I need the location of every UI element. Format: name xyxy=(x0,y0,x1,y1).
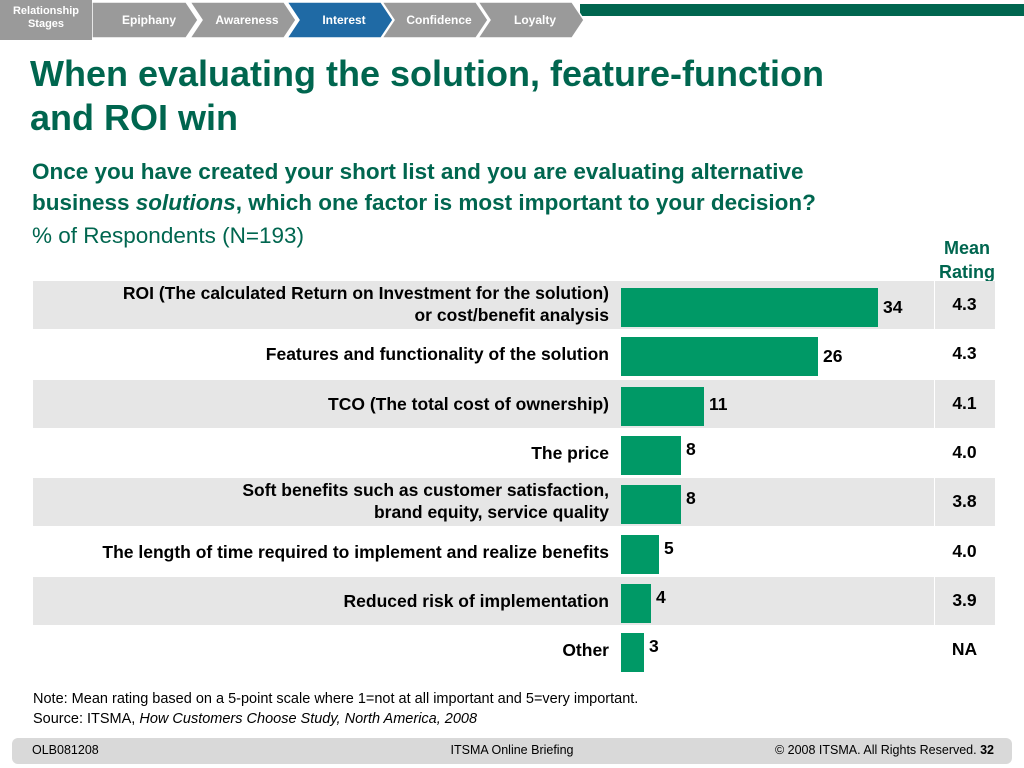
mean-rating-value: 4.1 xyxy=(952,393,977,413)
stage-tab-label: Interest xyxy=(322,13,366,27)
respondents-label: % of Respondents (N=193) xyxy=(32,223,305,248)
stage-tab-loyalty[interactable]: Loyalty xyxy=(478,2,584,38)
chart-row: ROI (The calculated Return on Investment… xyxy=(33,281,995,329)
header-rule xyxy=(580,4,1024,16)
row-background xyxy=(33,577,995,625)
stage-tab-label: Confidence xyxy=(406,13,472,27)
category-label: Other xyxy=(562,639,609,661)
category-label: ROI (The calculated Return on Investment… xyxy=(123,282,609,326)
column-divider xyxy=(934,577,935,625)
bar xyxy=(621,436,681,475)
chart-row: Other 3 NA xyxy=(33,626,995,674)
category-label: Reduced risk of implementation xyxy=(344,590,609,612)
stage-tab-label: Awareness xyxy=(215,13,279,27)
bar xyxy=(621,485,681,524)
stage-tab-confidence[interactable]: Confidence xyxy=(382,2,488,38)
page-number: 32 xyxy=(980,743,994,757)
slide-footer: OLB081208 ITSMA Online Briefing © 2008 I… xyxy=(12,738,1012,764)
row-background xyxy=(33,478,995,526)
row-background xyxy=(33,626,995,674)
mean-rating-value: 3.9 xyxy=(952,590,977,610)
column-divider xyxy=(934,281,935,329)
row-background xyxy=(33,429,995,477)
chart-row: The length of time required to implement… xyxy=(33,528,995,576)
category-label-line: The price xyxy=(531,443,609,463)
survey-question: Once you have created your short list an… xyxy=(32,159,816,215)
mean-rating-value: 3.8 xyxy=(952,491,977,511)
chart-row: The price 8 4.0 xyxy=(33,429,995,477)
column-divider xyxy=(934,478,935,526)
mean-rating-value: NA xyxy=(951,639,978,659)
category-label-line: or cost/benefit analysis xyxy=(414,305,609,325)
stage-tab-label: Loyalty xyxy=(513,13,556,27)
chart-note: Note: Mean rating based on a 5-point sca… xyxy=(33,691,639,727)
column-divider xyxy=(934,528,935,576)
category-label-line: Soft benefits such as customer satisfact… xyxy=(242,480,609,500)
column-divider xyxy=(934,429,935,477)
relationship-stages-label: Relationship Stages xyxy=(0,0,92,40)
category-label: Features and functionality of the soluti… xyxy=(266,343,609,365)
bar-value-label: 34 xyxy=(883,297,903,317)
bar xyxy=(621,633,644,672)
mean-rating-value: 4.3 xyxy=(952,294,977,314)
stage-tab-awareness[interactable]: Awareness xyxy=(190,2,296,38)
mean-rating-header: Mean Rating xyxy=(939,238,995,282)
stage-nav: Relationship Stages Epiphany Awareness Int… xyxy=(0,0,1024,44)
category-label-line: Other xyxy=(562,640,609,660)
category-label-line: The length of time required to implement… xyxy=(102,542,609,562)
bar-value-label: 4 xyxy=(656,587,666,607)
page-title: When evaluating the solution, feature-fu… xyxy=(30,53,825,138)
column-divider xyxy=(934,380,935,428)
stage-tab-label: Epiphany xyxy=(121,13,176,27)
bar xyxy=(621,288,878,327)
column-divider xyxy=(934,626,935,674)
category-label: The price xyxy=(531,442,609,464)
stage-tab-epiphany[interactable]: Epiphany xyxy=(92,2,198,38)
footer-code: OLB081208 xyxy=(32,743,99,757)
bar-value-label: 8 xyxy=(686,439,696,459)
mean-rating-value: 4.3 xyxy=(952,343,977,363)
footer-copyright: © 2008 ITSMA. All Rights Reserved. 32 xyxy=(774,743,994,757)
stage-tab-interest[interactable]: Interest xyxy=(287,2,393,38)
category-label: TCO (The total cost of ownership) xyxy=(328,393,609,415)
chart-row: Features and functionality of the soluti… xyxy=(33,330,995,378)
category-label-line: TCO (The total cost of ownership) xyxy=(328,394,609,414)
mean-rating-value: 4.0 xyxy=(952,442,977,462)
mean-rating-value: 4.0 xyxy=(952,541,977,561)
category-label-line: brand equity, service quality xyxy=(373,502,609,522)
category-label-line: Reduced risk of implementation xyxy=(343,591,609,611)
column-divider xyxy=(934,330,935,378)
bar xyxy=(621,387,704,426)
category-label-line: Features and functionality of the soluti… xyxy=(265,344,609,364)
category-label: The length of time required to implement… xyxy=(102,541,609,563)
bar-value-label: 11 xyxy=(709,394,728,414)
bar-value-label: 3 xyxy=(649,636,659,656)
chart-row: Soft benefits such as customer satisfact… xyxy=(33,478,995,526)
footer-title: ITSMA Online Briefing xyxy=(450,743,574,757)
row-background xyxy=(33,380,995,428)
bar xyxy=(621,584,651,623)
category-label: Soft benefits such as customer satisfact… xyxy=(242,479,609,523)
category-label-line: ROI (The calculated Return on Investment… xyxy=(122,283,609,303)
bar-value-label: 5 xyxy=(664,538,674,558)
bar xyxy=(621,535,659,574)
bar-value-label: 8 xyxy=(686,488,696,508)
bar xyxy=(621,337,818,376)
chart-row: TCO (The total cost of ownership) 11 4.1 xyxy=(33,380,995,428)
bar-value-label: 26 xyxy=(823,346,843,366)
chart-row: Reduced risk of implementation 4 3.9 xyxy=(33,577,995,625)
